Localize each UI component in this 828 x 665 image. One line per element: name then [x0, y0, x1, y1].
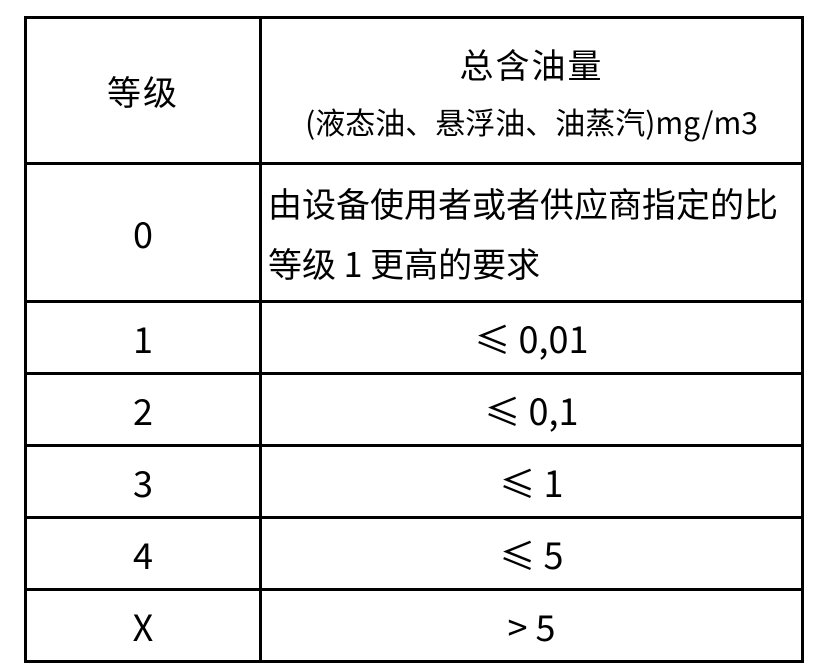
cell-value: > 5 [261, 590, 803, 662]
table-container: 等级 总含油量 (液态油、悬浮油、油蒸汽)mg/m3 0 由设备使用者或者供应商… [0, 0, 828, 665]
table-row: 0 由设备使用者或者供应商指定的比等级 1 更高的要求 [26, 164, 803, 302]
cell-grade: 2 [26, 374, 261, 446]
col-header-value-line1: 总含油量 [268, 33, 795, 94]
cell-grade: X [26, 590, 261, 662]
col-header-grade-text: 等级 [33, 60, 253, 121]
cell-value: ≤ 1 [261, 446, 803, 518]
table-row: X > 5 [26, 590, 803, 662]
cell-grade: 3 [26, 446, 261, 518]
table-row: 1 ≤ 0,01 [26, 302, 803, 374]
col-header-grade: 等级 [26, 18, 261, 164]
col-header-value: 总含油量 (液态油、悬浮油、油蒸汽)mg/m3 [261, 18, 803, 164]
table-row: 2 ≤ 0,1 [26, 374, 803, 446]
table-row: 3 ≤ 1 [26, 446, 803, 518]
table-header-row: 等级 总含油量 (液态油、悬浮油、油蒸汽)mg/m3 [26, 18, 803, 164]
cell-grade: 1 [26, 302, 261, 374]
cell-grade: 4 [26, 518, 261, 590]
cell-value: ≤ 5 [261, 518, 803, 590]
col-header-value-line2: (液态油、悬浮油、油蒸汽)mg/m3 [268, 94, 795, 148]
cell-value: ≤ 0,1 [261, 374, 803, 446]
oil-grade-table: 等级 总含油量 (液态油、悬浮油、油蒸汽)mg/m3 0 由设备使用者或者供应商… [24, 16, 804, 663]
cell-value: 由设备使用者或者供应商指定的比等级 1 更高的要求 [261, 164, 803, 302]
cell-grade: 0 [26, 164, 261, 302]
cell-value: ≤ 0,01 [261, 302, 803, 374]
table-row: 4 ≤ 5 [26, 518, 803, 590]
